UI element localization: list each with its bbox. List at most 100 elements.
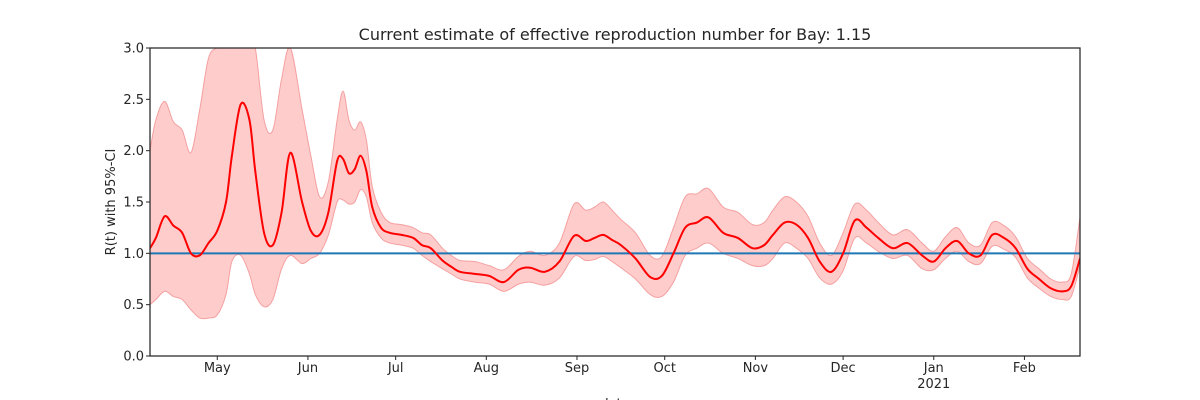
data-point (225, 201, 227, 203)
x-tick-label: Dec (831, 361, 856, 376)
data-point (877, 237, 880, 239)
data-point (584, 240, 587, 242)
y-tick-label: 1.0 (123, 247, 144, 262)
data-point (891, 247, 894, 250)
data-point (865, 226, 868, 229)
data-point (763, 244, 766, 247)
axes: 0.0 0.5 1.0 1.5 2.0 2.5 3.0 May Jun Jul Aug Sep Oct N… (123, 42, 1036, 393)
x-axis-label: date (600, 397, 629, 400)
x-tick-label: Jul (387, 361, 404, 376)
data-point (488, 275, 491, 277)
data-point (956, 240, 959, 242)
data-point (736, 237, 739, 239)
data-point (818, 260, 821, 263)
y-tick-label: 0.5 (123, 298, 144, 313)
data-point (979, 254, 982, 257)
data-point (807, 237, 809, 239)
x-tick-label: Nov (743, 361, 769, 376)
data-point (944, 247, 947, 250)
data-point (342, 157, 344, 160)
data-point (216, 229, 219, 232)
data-point (558, 260, 561, 263)
data-point (1003, 237, 1005, 239)
y-tick-label: 3.0 (123, 42, 144, 57)
data-point (429, 247, 432, 250)
data-point (289, 151, 292, 154)
data-point (309, 229, 312, 232)
data-point (672, 252, 675, 255)
data-point (271, 244, 274, 247)
data-point (695, 221, 698, 224)
x-tick-label: May (204, 361, 231, 376)
data-point (163, 215, 166, 218)
x-tick-sublabel: 2021 (917, 377, 950, 392)
data-point (634, 257, 637, 260)
data-point (280, 211, 283, 214)
data-point (1049, 287, 1052, 290)
data-point (1038, 278, 1040, 280)
y-tick-label: 2.0 (123, 144, 144, 159)
data-point (660, 275, 663, 277)
data-point (473, 272, 476, 275)
data-point (263, 231, 265, 234)
data-point (327, 211, 330, 214)
data-point (172, 224, 175, 227)
data-point (207, 242, 210, 244)
data-point (254, 170, 257, 173)
data-point (830, 270, 833, 273)
data-point (459, 270, 461, 273)
data-point (347, 172, 350, 175)
data-point (707, 216, 710, 219)
data-point (573, 234, 575, 237)
data-point (388, 231, 391, 234)
data-point (795, 223, 798, 226)
x-tick-label: Sep (565, 361, 590, 376)
data-point (602, 233, 605, 236)
confidence-band (150, 48, 1080, 320)
x-tick-label: Jun (297, 361, 318, 376)
data-point (991, 233, 994, 236)
data-point (842, 252, 845, 255)
data-point (336, 160, 339, 162)
data-point (967, 252, 970, 255)
data-point (359, 154, 362, 157)
data-point (502, 281, 505, 283)
chart-title: Current estimate of effective reproducti… (359, 25, 872, 44)
data-point (248, 118, 251, 121)
data-point (412, 237, 415, 239)
data-point (1061, 290, 1064, 293)
data-point (684, 226, 687, 229)
data-point (751, 247, 754, 250)
data-point (543, 270, 546, 273)
data-point (450, 265, 453, 268)
data-point (154, 237, 157, 239)
y-axis-label: R(t) with 95%-CI (104, 149, 119, 256)
data-point (190, 252, 192, 255)
data-point (371, 206, 374, 209)
x-tick-label: Jan (923, 361, 944, 376)
data-point (421, 244, 423, 247)
data-point (198, 254, 201, 257)
data-point (517, 268, 520, 271)
data-point (365, 170, 368, 173)
data-point (441, 259, 444, 262)
data-point (649, 276, 651, 278)
x-tick-label: Feb (1013, 361, 1036, 376)
data-point (301, 201, 303, 203)
data-point (380, 226, 382, 229)
data-point (921, 254, 923, 257)
data-point (181, 231, 184, 234)
plot-area (150, 48, 1080, 320)
data-point (906, 242, 909, 244)
data-point (230, 154, 233, 157)
y-tick-label: 2.5 (123, 93, 144, 108)
data-point (1070, 285, 1073, 288)
data-point (611, 239, 613, 241)
data-point (772, 233, 774, 236)
data-point (932, 260, 935, 263)
x-tick-label: Oct (653, 361, 675, 376)
data-point (318, 233, 321, 236)
data-point (400, 233, 403, 236)
data-point (1014, 247, 1017, 250)
